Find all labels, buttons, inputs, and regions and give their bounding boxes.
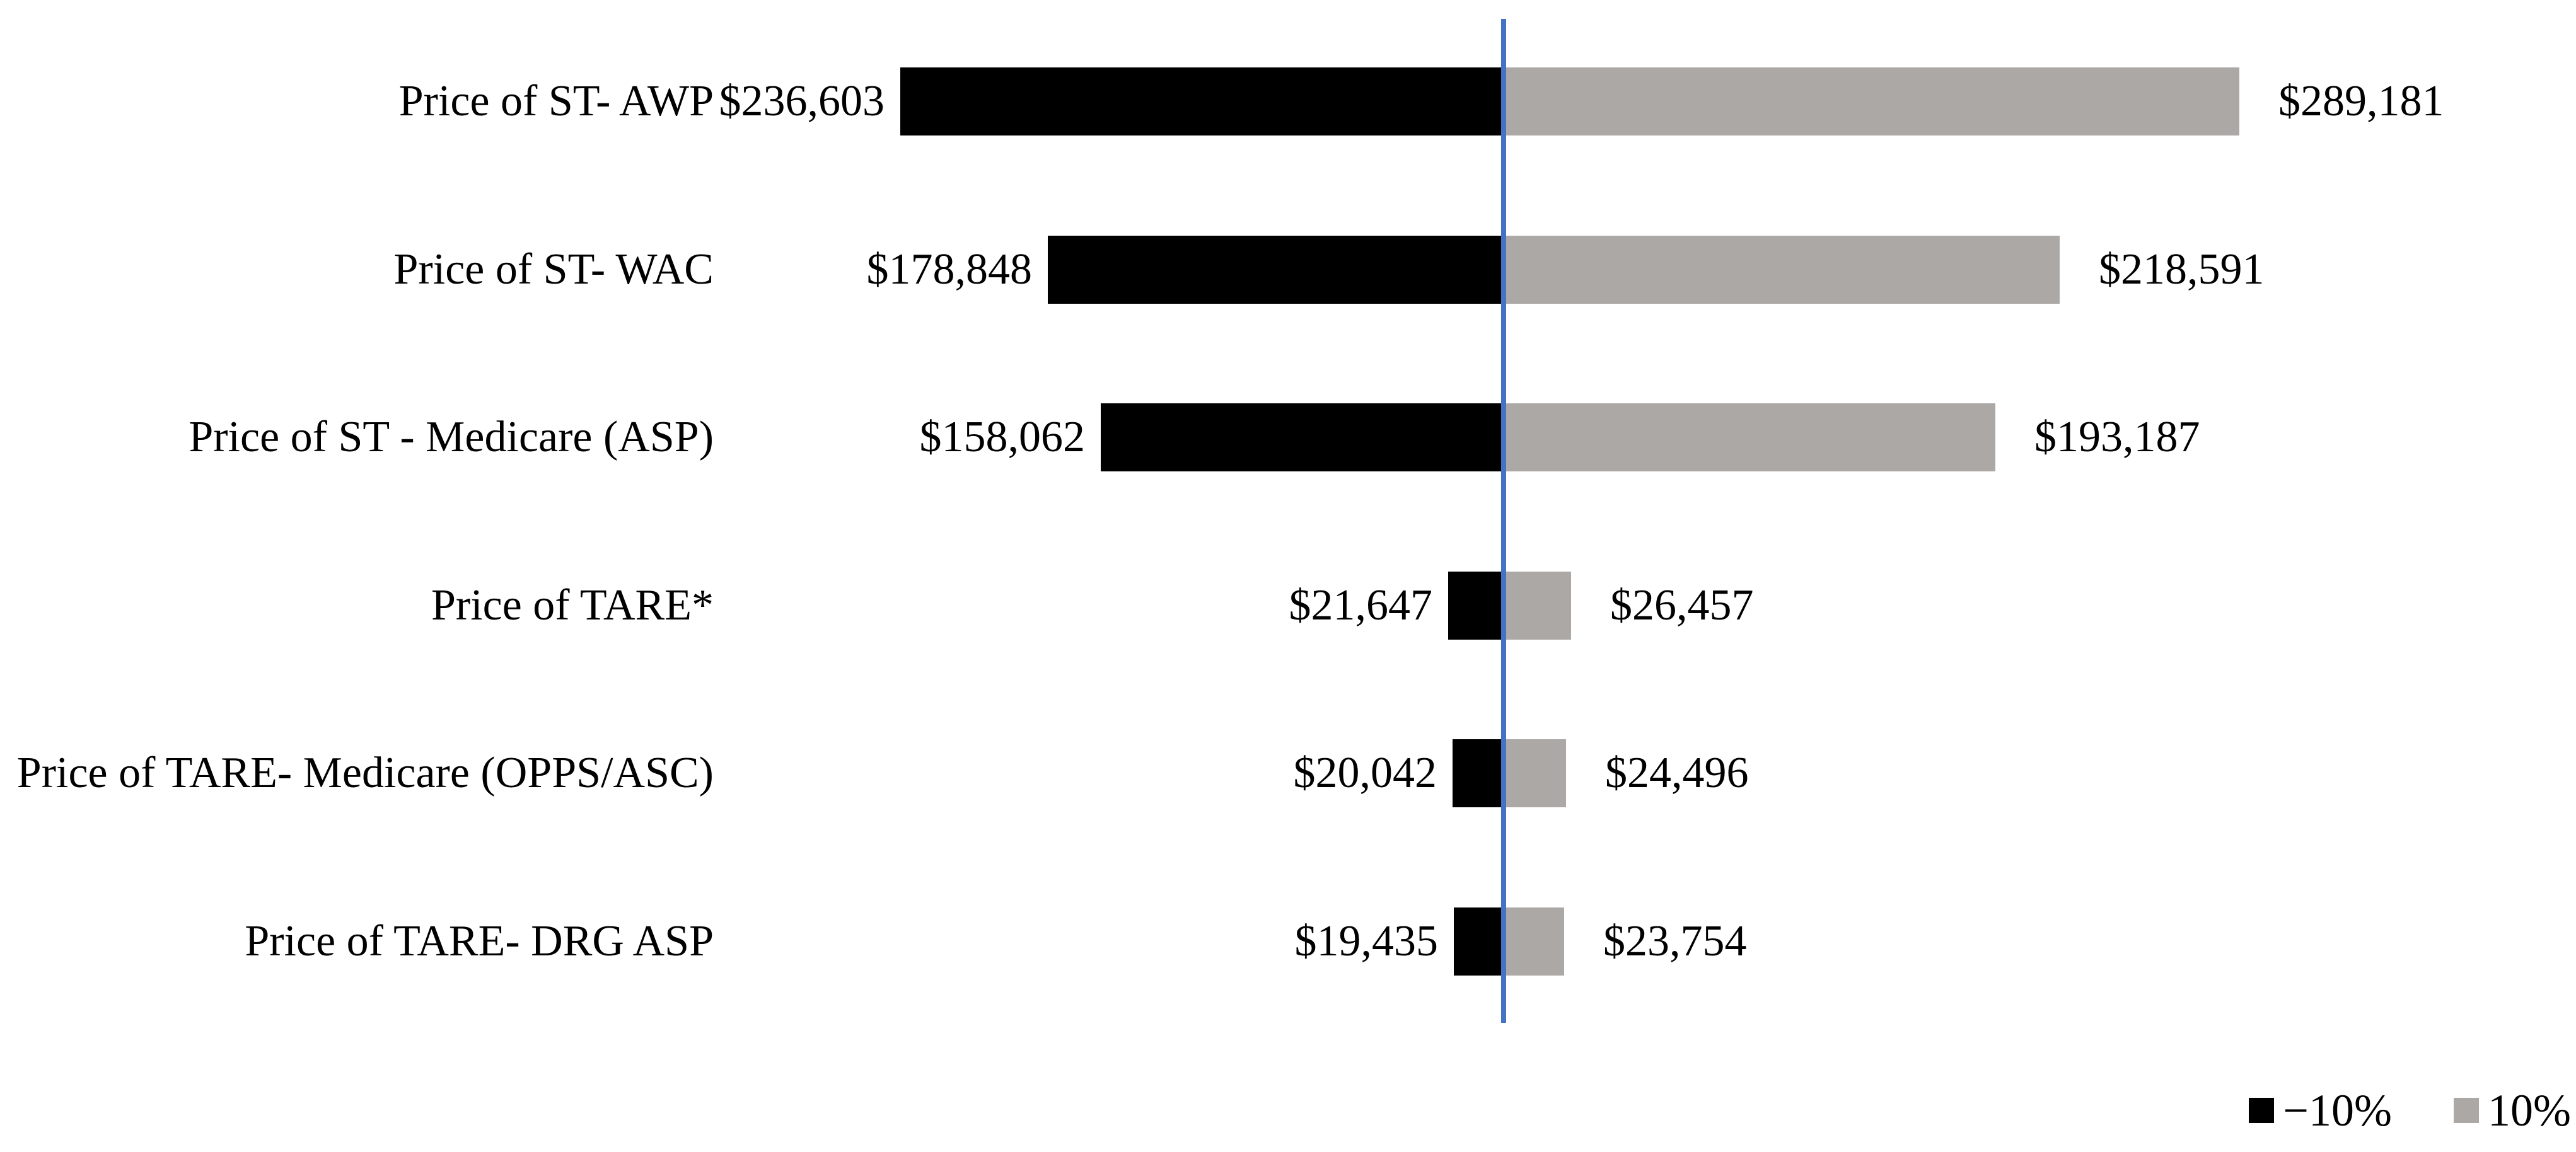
- legend-label: −10%: [2283, 1085, 2393, 1136]
- value-label-high: $218,591: [2099, 245, 2265, 294]
- legend-item: 10%: [2454, 1085, 2571, 1137]
- base-case-reference-line: [1501, 19, 1506, 1023]
- bar-minus10: [1454, 907, 1504, 976]
- category-label: Price of TARE- Medicare (OPPS/ASC): [16, 749, 714, 797]
- category-label: Price of ST- WAC: [393, 245, 714, 294]
- bar-minus10: [900, 67, 1504, 135]
- bar-minus10: [1448, 572, 1504, 640]
- bar-plus10: [1504, 67, 2239, 135]
- bar-plus10: [1504, 236, 2060, 304]
- value-label-low: $236,603: [719, 77, 885, 125]
- legend-label: 10%: [2488, 1085, 2571, 1136]
- category-label: Price of ST - Medicare (ASP): [189, 413, 714, 461]
- value-label-high: $23,754: [1603, 917, 1747, 965]
- value-label-low: $20,042: [1293, 749, 1437, 797]
- legend-swatch-plus10: [2454, 1098, 2480, 1123]
- value-label-high: $24,496: [1605, 749, 1749, 797]
- value-label-high: $193,187: [2034, 413, 2200, 461]
- category-label: Price of TARE*: [431, 581, 714, 630]
- bar-plus10: [1504, 907, 1564, 976]
- category-label: Price of TARE- DRG ASP: [245, 917, 714, 965]
- bar-minus10: [1048, 236, 1504, 304]
- legend: −10% 10%: [2249, 1079, 2571, 1142]
- bar-plus10: [1504, 403, 1995, 471]
- value-label-high: $289,181: [2278, 77, 2444, 125]
- value-label-low: $178,848: [866, 245, 1033, 294]
- bar-plus10: [1504, 572, 1571, 640]
- value-label-low: $158,062: [919, 413, 1086, 461]
- category-label: Price of ST- AWP: [398, 77, 714, 125]
- legend-item: −10%: [2249, 1085, 2392, 1137]
- value-label-low: $19,435: [1294, 917, 1439, 965]
- bar-plus10: [1504, 739, 1566, 807]
- bar-minus10: [1453, 739, 1504, 807]
- bar-minus10: [1101, 403, 1504, 471]
- value-label-low: $21,647: [1289, 581, 1433, 630]
- legend-swatch-minus10: [2249, 1098, 2275, 1123]
- value-label-high: $26,457: [1610, 581, 1754, 630]
